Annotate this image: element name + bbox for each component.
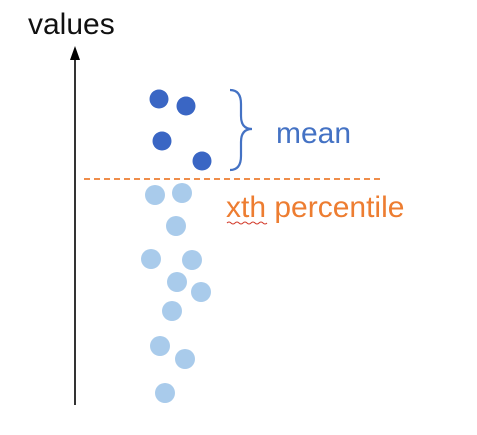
data-point xyxy=(166,216,186,236)
data-point xyxy=(145,185,165,205)
data-point xyxy=(175,349,195,369)
lower-dots-group xyxy=(141,183,211,403)
mean-brace xyxy=(229,88,253,172)
percentile-label: xth percentile xyxy=(226,191,404,224)
data-point xyxy=(192,151,212,171)
y-axis: values xyxy=(28,8,115,405)
data-point xyxy=(152,131,172,151)
data-point xyxy=(182,250,202,270)
data-point xyxy=(141,249,161,269)
data-point xyxy=(191,282,211,302)
y-axis-arrowhead xyxy=(70,46,80,60)
data-point xyxy=(172,183,192,203)
data-point xyxy=(167,272,187,292)
data-point xyxy=(162,301,182,321)
data-point xyxy=(155,383,175,403)
spellcheck-underline xyxy=(226,221,268,225)
top-dots-group xyxy=(149,89,212,171)
data-point xyxy=(150,336,170,356)
data-point xyxy=(176,96,196,116)
data-point xyxy=(149,89,169,109)
y-axis-label: values xyxy=(28,8,115,41)
mean-label: mean xyxy=(276,117,351,150)
